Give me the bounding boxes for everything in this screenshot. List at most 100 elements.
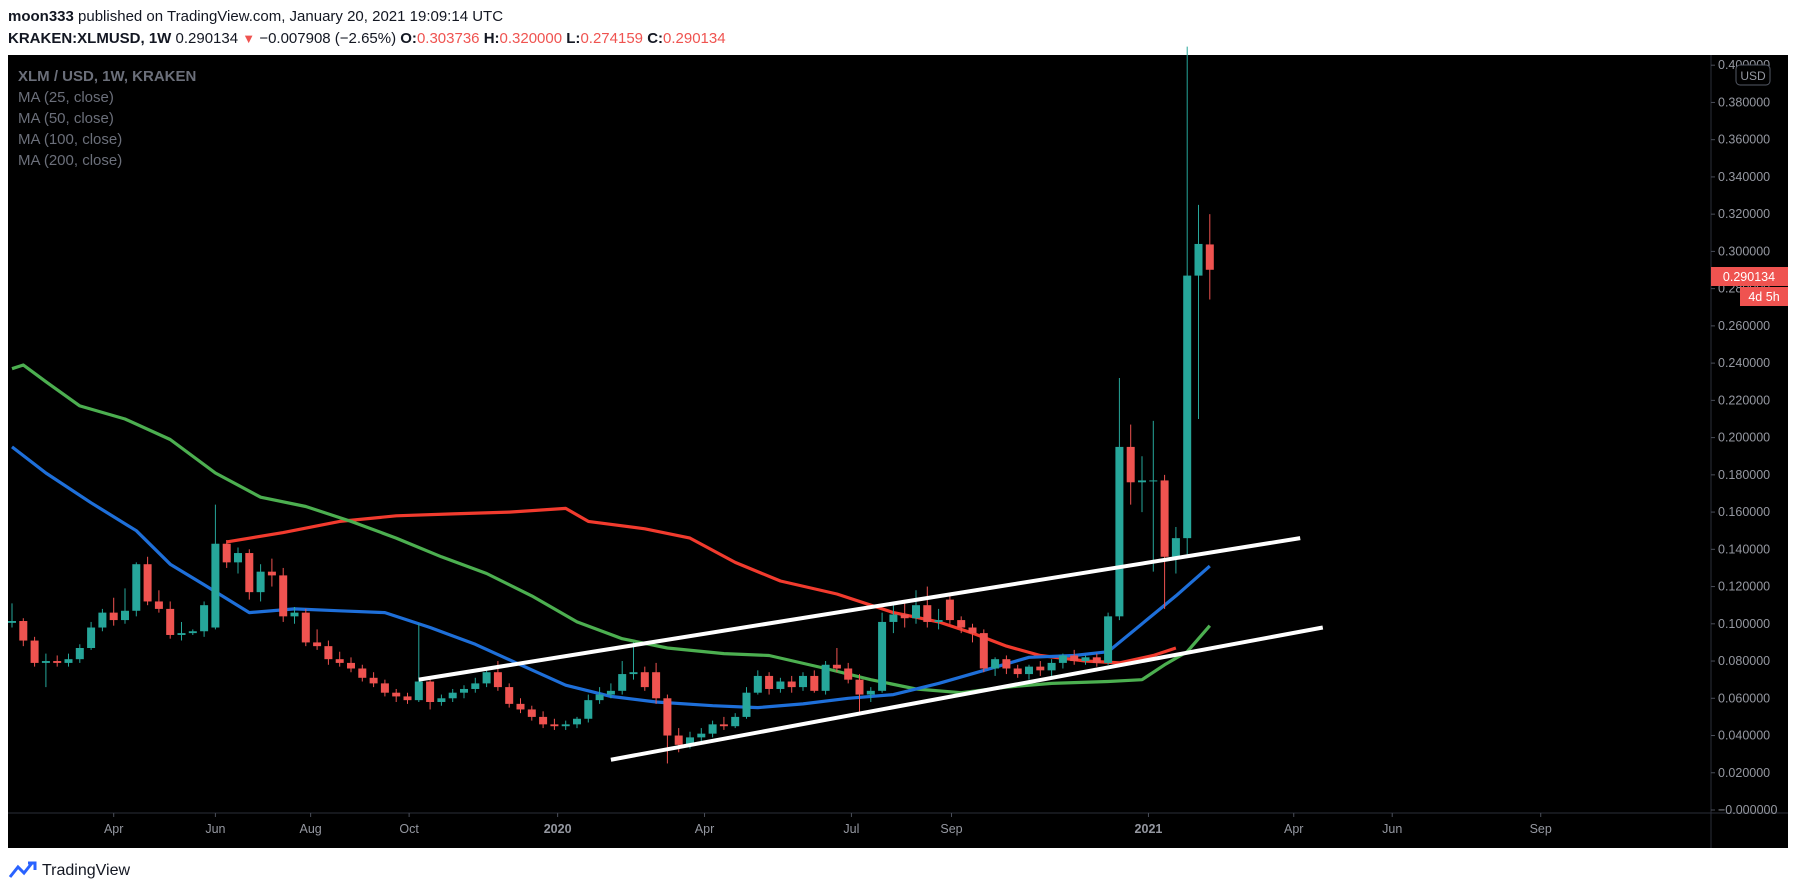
last-price-marker: 0.290134 4d 5h bbox=[1711, 267, 1788, 306]
price-tick-label: 0.260000 bbox=[1718, 319, 1770, 333]
candle-body bbox=[979, 633, 988, 669]
candle-body bbox=[358, 668, 367, 678]
candle-body bbox=[640, 672, 649, 688]
high-value: 0.320000 bbox=[499, 30, 563, 47]
candle-body bbox=[1081, 657, 1090, 662]
price-tick-label: 0.200000 bbox=[1718, 431, 1770, 445]
brand-name[interactable]: TradingView bbox=[42, 862, 131, 879]
candle-body bbox=[256, 571, 265, 593]
ma-50-line bbox=[11, 445, 1211, 710]
time-tick-label: Oct bbox=[399, 822, 419, 836]
time-tick-label: Jul bbox=[843, 822, 859, 836]
candle-body bbox=[527, 709, 536, 717]
trendline[interactable] bbox=[610, 625, 1324, 762]
time-axis[interactable]: Apr Jun Aug Oct 2020 Apr Jul Sep 2021 Apr Jun Sep bbox=[104, 813, 1552, 836]
candle-body bbox=[154, 601, 163, 609]
candle-body bbox=[674, 735, 683, 745]
chart-background bbox=[8, 55, 1788, 848]
legend-ma-100: MA (100, close) bbox=[18, 131, 122, 148]
time-tick-label: 2020 bbox=[544, 822, 572, 836]
close-label: C: bbox=[647, 30, 664, 47]
published-text: published on TradingView.com, January 20… bbox=[78, 8, 504, 25]
candle-body bbox=[30, 640, 39, 663]
price-axis[interactable]: 0.4000000.3800000.3600000.3400000.320000… bbox=[1711, 58, 1777, 817]
candle-body bbox=[1194, 243, 1203, 276]
candle-body bbox=[1002, 659, 1011, 669]
author-name[interactable]: moon333 bbox=[8, 8, 74, 25]
currency-badge[interactable]: USD bbox=[1735, 64, 1771, 86]
candle-body bbox=[380, 683, 389, 693]
price-tick-label: 0.020000 bbox=[1718, 766, 1770, 780]
last-price: 0.290134 bbox=[175, 30, 239, 47]
candle-body bbox=[686, 737, 694, 745]
open-label: O: bbox=[400, 30, 417, 47]
candle-body bbox=[753, 675, 762, 693]
chart-legend: XLM / USD, 1W, KRAKEN MA (25, close) MA … bbox=[18, 68, 196, 169]
candle-body bbox=[606, 690, 615, 695]
legend-ma-50: MA (50, close) bbox=[18, 110, 114, 127]
symbol-label: KRAKEN:XLMUSD, 1W bbox=[8, 30, 172, 47]
time-tick-label: Sep bbox=[940, 822, 962, 836]
candles bbox=[8, 46, 1214, 764]
candle-body bbox=[482, 672, 491, 684]
candle-body bbox=[1149, 480, 1158, 482]
candle-body bbox=[697, 733, 706, 738]
candle-body bbox=[878, 621, 887, 691]
candle-body bbox=[347, 662, 355, 669]
legend-ma-200: MA (200, close) bbox=[18, 152, 122, 169]
candle-body bbox=[900, 614, 909, 619]
price-tick-label: 0.160000 bbox=[1718, 505, 1770, 519]
tradingview-logo-icon[interactable] bbox=[8, 861, 38, 881]
candle-body bbox=[505, 687, 514, 704]
low-label: L: bbox=[566, 30, 581, 47]
time-tick-label: Apr bbox=[104, 822, 123, 836]
candle-body bbox=[866, 690, 875, 695]
candle-body bbox=[166, 608, 175, 635]
candle-body bbox=[460, 688, 468, 693]
candle-body bbox=[776, 681, 785, 689]
candle-body bbox=[1183, 275, 1192, 539]
candle-body bbox=[53, 661, 62, 663]
candle-body bbox=[912, 605, 920, 619]
candle-body bbox=[471, 683, 480, 689]
candle-body bbox=[279, 575, 288, 617]
candle-body bbox=[731, 716, 740, 727]
candle-body bbox=[121, 610, 129, 621]
trendline[interactable] bbox=[418, 536, 1301, 682]
open-value: 0.303736 bbox=[416, 30, 480, 47]
candle-body bbox=[595, 694, 604, 701]
candle-body bbox=[573, 718, 581, 725]
candle-body bbox=[652, 672, 661, 699]
candle-body bbox=[1070, 655, 1079, 662]
candle-body bbox=[1036, 666, 1045, 671]
trendlines[interactable] bbox=[418, 536, 1324, 762]
candle-body bbox=[188, 631, 197, 634]
candle-body bbox=[200, 605, 209, 632]
candle-body bbox=[369, 677, 378, 684]
price-tick-label: 0.060000 bbox=[1718, 691, 1770, 705]
candle-body bbox=[1047, 662, 1056, 671]
price-tick-label: 0.340000 bbox=[1718, 170, 1770, 184]
candle-body bbox=[109, 612, 118, 621]
chart-header: moon333 published on TradingView.com, Ja… bbox=[8, 6, 1798, 50]
legend-pair: XLM / USD, 1W, KRAKEN bbox=[18, 68, 196, 85]
publish-line: moon333 published on TradingView.com, Ja… bbox=[8, 6, 1798, 28]
price-tick-label: 0.080000 bbox=[1718, 654, 1770, 668]
candle-body bbox=[1138, 480, 1146, 483]
candle-body bbox=[267, 571, 276, 576]
low-value: 0.274159 bbox=[580, 30, 644, 47]
candle-body bbox=[301, 612, 310, 643]
time-tick-label: Apr bbox=[695, 822, 714, 836]
last-price-label: 0.290134 bbox=[1723, 270, 1775, 284]
candle-body bbox=[855, 679, 864, 695]
price-tick-label: 0.220000 bbox=[1718, 393, 1770, 407]
candle-body bbox=[448, 692, 457, 699]
candle-body bbox=[403, 696, 412, 701]
candle-body bbox=[618, 674, 627, 691]
candle-body bbox=[64, 659, 73, 663]
close-value: 0.290134 bbox=[663, 30, 726, 47]
candle-body bbox=[708, 724, 717, 734]
footer: TradingView bbox=[8, 858, 130, 884]
candle-body bbox=[1013, 668, 1022, 675]
